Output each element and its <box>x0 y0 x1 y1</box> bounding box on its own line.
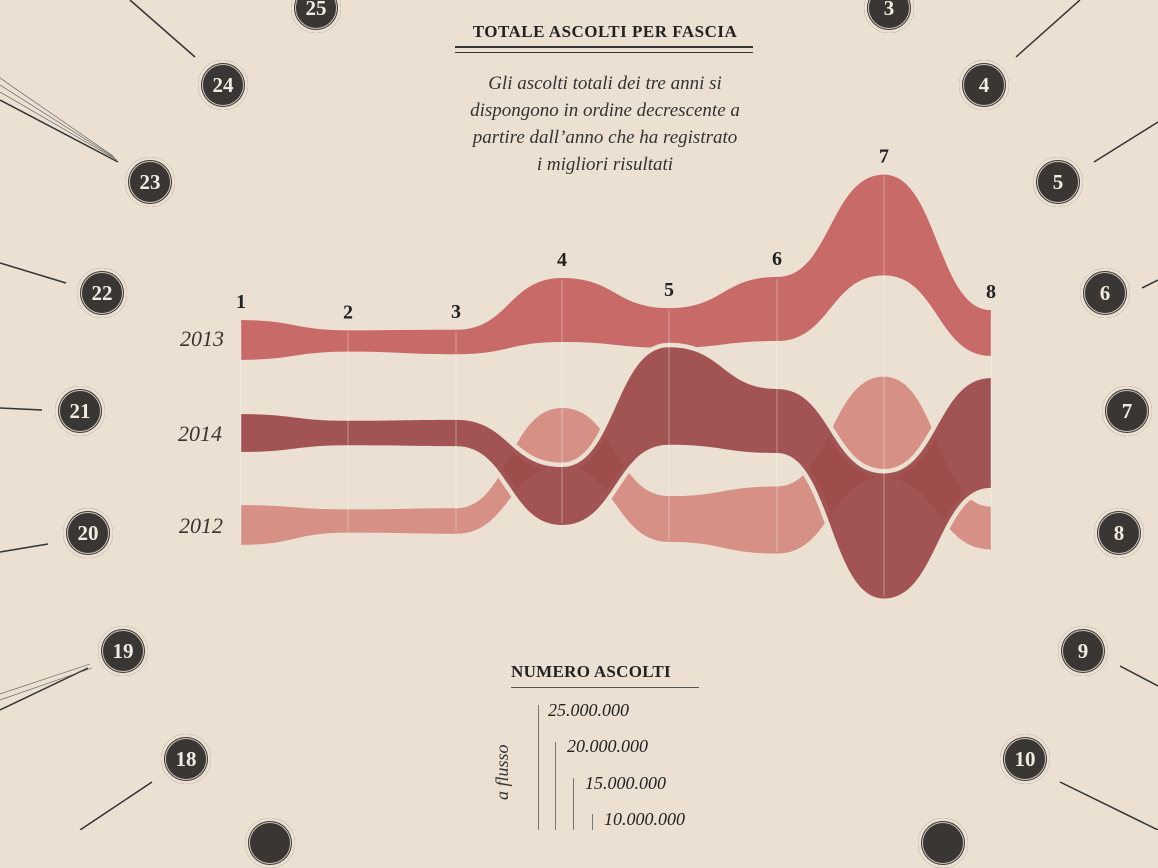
subtitle-line: partire dall’anno che ha registrato <box>472 127 738 148</box>
scale-label-25m: 25.000.000 <box>548 700 629 720</box>
ring-badge-19: 19 <box>98 626 148 676</box>
subtitle-line: dispongono in ordine decrescente a <box>470 100 740 121</box>
category-label-1: 1 <box>236 291 246 313</box>
scale-bar-25m <box>538 705 539 830</box>
ring-badge-6: 6 <box>1080 268 1130 318</box>
year-label-2014: 2014 <box>178 421 222 446</box>
ring-badge-22: 22 <box>77 268 127 318</box>
year-label-2012: 2012 <box>179 513 223 538</box>
stream-separators <box>240 176 992 597</box>
ring-spoke <box>1093 121 1158 163</box>
ring-spoke <box>0 667 89 711</box>
ring-badge-20: 20 <box>63 508 113 558</box>
ring-spoke <box>1015 0 1081 58</box>
scale-bar-20m <box>555 742 556 830</box>
category-label-4: 4 <box>557 249 567 271</box>
ring-spoke <box>0 262 67 284</box>
ring-spoke <box>1141 279 1158 289</box>
scale-title-rule <box>511 687 699 688</box>
ring-badge-24: 24 <box>198 60 248 110</box>
stream-band-2014 <box>236 342 996 604</box>
stream-band-2013 <box>236 170 996 365</box>
scale-label-20m: 20.000.000 <box>567 736 648 756</box>
subtitle-line: Gli ascolti totali dei tre anni si <box>488 73 722 94</box>
ring-badge-4: 4 <box>959 60 1009 110</box>
ring-badge-9: 9 <box>1058 626 1108 676</box>
ring-badge-partial-right <box>918 818 968 868</box>
ring-spoke <box>0 99 119 163</box>
ring-spoke <box>0 407 43 411</box>
ring-badge-partial-left <box>245 818 295 868</box>
ring-badge-5: 5 <box>1033 157 1083 207</box>
category-labels: 1 2 3 4 5 6 7 8 <box>236 146 996 324</box>
ring-spoke <box>0 543 49 553</box>
ring-badge-10: 10 <box>1000 734 1050 784</box>
category-label-5: 5 <box>664 279 674 301</box>
chart-title: TOTALE ASCOLTI PER FASCIA <box>472 22 738 41</box>
ring-spoke-thin <box>0 91 118 161</box>
ring-badge-21: 21 <box>55 386 105 436</box>
ring-spoke-thin <box>0 663 91 695</box>
category-label-3: 3 <box>451 301 461 323</box>
year-label-2013: 2013 <box>180 326 224 351</box>
scale-label-10m: 10.000.000 <box>604 809 685 829</box>
ring-badge-23: 23 <box>125 157 175 207</box>
category-label-8: 8 <box>986 281 996 303</box>
title-rule-top <box>455 46 753 48</box>
ring-spoke <box>1059 781 1158 830</box>
ring-spoke-thin <box>0 77 114 157</box>
category-label-2: 2 <box>343 301 353 323</box>
ring-spoke-thin <box>0 667 93 701</box>
ring-spoke-thin <box>0 84 116 159</box>
ring-spoke <box>79 781 153 830</box>
chart-subtitle: Gli ascolti totali dei tre anni si dispo… <box>445 70 765 178</box>
title-rule-bottom <box>455 52 753 53</box>
ring-badge-7: 7 <box>1102 386 1152 436</box>
scale-bar-15m <box>573 778 574 830</box>
stream-bands <box>236 170 996 604</box>
scale-axis-note: a flusso <box>492 744 512 800</box>
ring-spoke <box>129 0 196 58</box>
scale-bar-10m <box>592 814 593 830</box>
ring-badge-18: 18 <box>161 734 211 784</box>
subtitle-line: i migliori risultati <box>536 154 674 175</box>
ring-spoke <box>1119 665 1158 687</box>
ring-spokes <box>0 0 1158 830</box>
category-label-6: 6 <box>772 248 782 270</box>
scale-title: NUMERO ASCOLTI <box>511 662 671 681</box>
scale-label-15m: 15.000.000 <box>585 773 666 793</box>
ring-badge-8: 8 <box>1094 508 1144 558</box>
category-label-7: 7 <box>879 146 889 168</box>
